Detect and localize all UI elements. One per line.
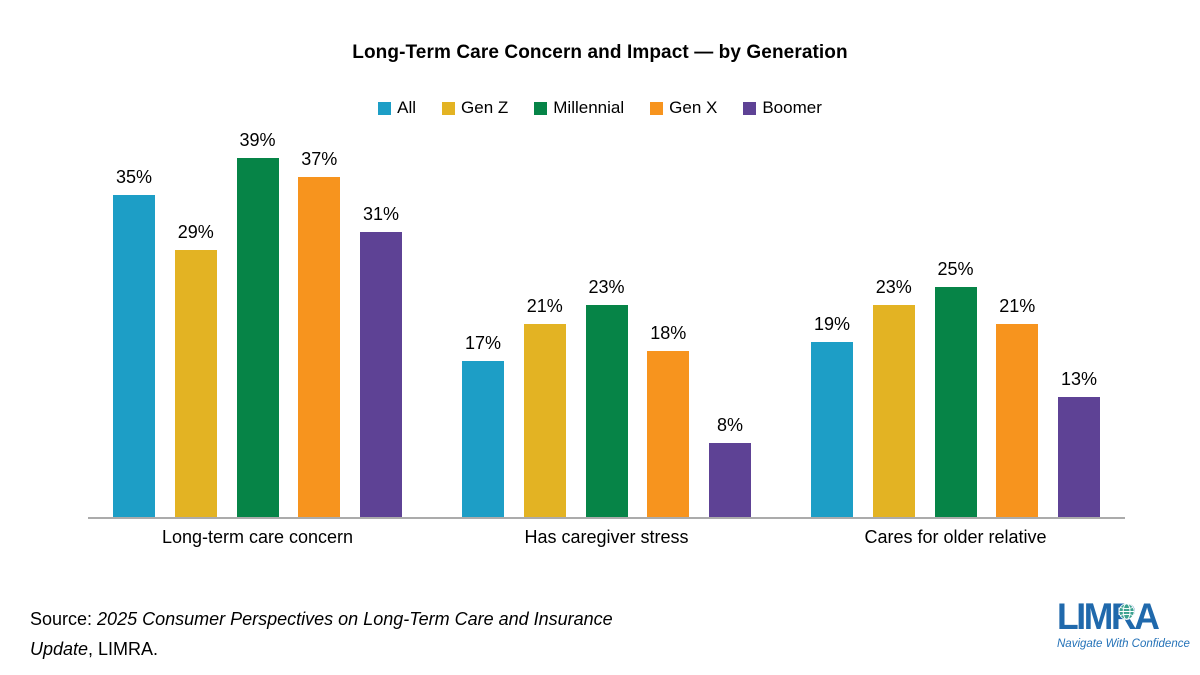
- logo-wordmark: LIMRA: [1057, 596, 1160, 637]
- bar-cell: 8%: [709, 415, 751, 517]
- legend-item: Gen X: [650, 98, 717, 118]
- legend-label: Gen X: [669, 98, 718, 117]
- category-labels: Long-term care concern Has caregiver stre…: [88, 527, 1125, 548]
- source-citation: 2025 Consumer Perspectives on Long-Term …: [30, 609, 613, 659]
- legend-label: Gen Z: [461, 98, 509, 117]
- bar-value-label: 23%: [875, 277, 912, 298]
- bar-gen-z: [872, 305, 915, 517]
- bar-group: 17% 21% 23% 18% 8%: [462, 277, 751, 517]
- bar-boomer: [709, 443, 751, 517]
- bar-group: 35% 29% 39% 37% 31%: [113, 130, 402, 517]
- bar-cell: 37%: [298, 148, 341, 517]
- bar-gen-z: [523, 323, 566, 517]
- legend-swatch: [743, 101, 757, 115]
- bar-cell: 21%: [996, 295, 1039, 517]
- bar-value-label: 39%: [239, 130, 276, 151]
- bar-cell: 18%: [647, 323, 690, 517]
- bar-millennial: [585, 305, 628, 517]
- category-label: Has caregiver stress: [524, 527, 689, 547]
- legend-swatch: [442, 101, 456, 115]
- bar-value-label: 19%: [813, 314, 851, 335]
- bar-gen-x: [298, 176, 341, 517]
- source-suffix: , LIMRA.: [88, 639, 159, 659]
- bar-cell: 13%: [1058, 369, 1100, 517]
- legend-item: Boomer: [743, 98, 822, 118]
- bar-group: 19% 23% 25% 21% 13%: [811, 259, 1100, 517]
- legend-swatch: [650, 101, 664, 115]
- bar-cell: 17%: [462, 333, 504, 517]
- globe-icon: [1118, 603, 1135, 620]
- bar-boomer: [360, 231, 402, 517]
- bar-cell: 39%: [236, 130, 279, 517]
- bar-value-label: 35%: [115, 167, 153, 187]
- bar-value-label: 18%: [650, 323, 687, 344]
- bar-boomer: [1058, 397, 1100, 517]
- legend-label: Boomer: [762, 98, 822, 117]
- logo-text: LIMRA: [1057, 596, 1160, 637]
- bar-cell: 23%: [872, 277, 915, 517]
- bar-millennial: [236, 158, 279, 517]
- source-prefix: Source:: [30, 609, 98, 629]
- legend-item: Gen Z: [442, 98, 508, 118]
- bar-cell: 23%: [585, 277, 628, 517]
- legend-item: Millennial: [534, 98, 624, 118]
- legend-item: All: [378, 98, 416, 118]
- legend-swatch: [534, 101, 548, 115]
- bar-value-label: 37%: [301, 148, 338, 169]
- plot-area: 35% 29% 39% 37% 31% 17% 21% 23% 18% 8% 19% 23% 25% 21…: [88, 120, 1125, 517]
- bar-millennial: [934, 287, 977, 517]
- bar-all: [462, 360, 504, 517]
- bar-value-label: 29%: [177, 222, 214, 243]
- category-label: Long-term care concern: [161, 527, 354, 547]
- bar-value-label: 25%: [937, 259, 974, 279]
- logo-tagline: Navigate With Confidence: [1057, 638, 1190, 650]
- bar-gen-z: [174, 250, 217, 517]
- bar-value-label: 31%: [362, 203, 400, 224]
- bar-gen-x: [996, 323, 1039, 517]
- bar-cell: 29%: [174, 222, 217, 517]
- bar-cell: 19%: [811, 314, 853, 517]
- page-title: Long-Term Care Concern and Impact — by G…: [352, 42, 848, 63]
- bar-value-label: 13%: [1060, 369, 1098, 390]
- legend-label: Millennial: [553, 98, 625, 117]
- chart-legend: All Gen Z Millennial Gen X Boomer: [0, 98, 1200, 118]
- bar-value-label: 17%: [464, 332, 502, 353]
- x-axis-line: [88, 517, 1125, 519]
- bar-all: [113, 195, 155, 517]
- bar-value-label: 21%: [999, 295, 1036, 316]
- bar-cell: 35%: [113, 167, 155, 517]
- legend-swatch: [378, 101, 392, 115]
- bar-value-label: 23%: [588, 277, 625, 298]
- bar-cell: 31%: [360, 204, 402, 517]
- limra-logo: LIMRA Navigate With Confidence: [1057, 596, 1190, 651]
- bar-all: [811, 342, 853, 517]
- legend-label: All: [397, 98, 417, 117]
- bar-gen-x: [647, 351, 690, 517]
- bar-cell: 25%: [934, 259, 977, 517]
- source-text: Source: 2025 Consumer Perspectives on Lo…: [30, 604, 650, 664]
- bar-value-label: 21%: [526, 295, 563, 316]
- category-label: Cares for older relative: [864, 527, 1047, 547]
- bar-cell: 21%: [523, 295, 566, 517]
- bar-value-label: 8%: [716, 415, 743, 436]
